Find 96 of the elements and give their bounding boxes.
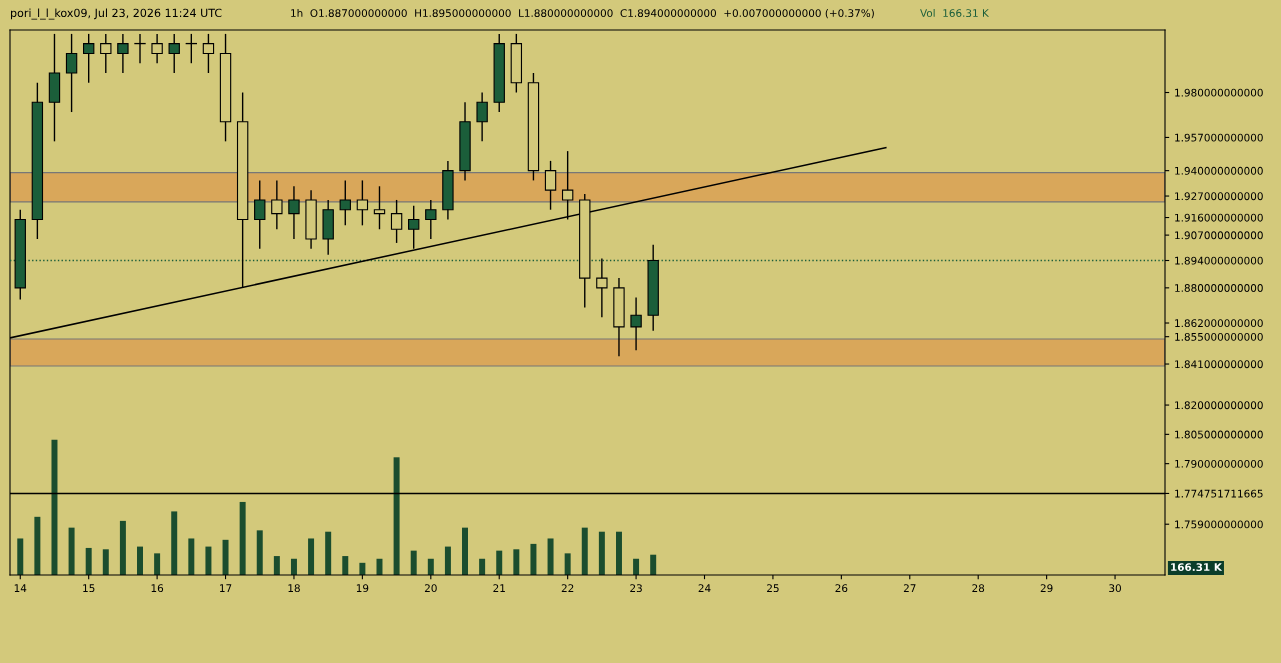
x-tick-label: 25: [767, 584, 779, 593]
bar: [633, 558, 640, 575]
bar: [581, 527, 588, 575]
y-tick-label: 1.980000000000: [1175, 88, 1263, 97]
candlestick: [390, 199, 403, 244]
bar: [359, 562, 366, 575]
bar: [325, 531, 332, 575]
candlestick: [288, 185, 300, 240]
bar: [444, 546, 451, 575]
candlestick: [168, 33, 180, 74]
x-tick-label: 14: [14, 584, 27, 592]
candlestick: [425, 199, 437, 240]
x-tick-label: 30: [1109, 584, 1121, 593]
bar: [222, 539, 229, 575]
y-tick-label: 1.790000000000: [1175, 459, 1263, 468]
y-tick-label: 1.759000000000: [1175, 520, 1263, 529]
bar: [85, 547, 92, 575]
candlestick: [151, 33, 163, 64]
y-tick-label: 1.774751711665: [1175, 489, 1263, 498]
y-tick-label: 1.957000000000: [1175, 133, 1263, 142]
bar: [239, 501, 246, 575]
bar: [205, 546, 212, 575]
bar: [496, 550, 503, 575]
bar: [427, 558, 434, 575]
bar: [615, 531, 622, 575]
candlestick: [100, 33, 112, 74]
candlestick: [373, 185, 386, 230]
bar: [513, 549, 520, 575]
candlestick: [271, 179, 283, 230]
candlestick: [356, 179, 369, 227]
bar: [34, 516, 41, 575]
candlestick: [117, 33, 129, 74]
candlestick: [561, 150, 574, 221]
bar: [68, 527, 75, 575]
candlestick: [83, 33, 95, 84]
y-tick-label: 1.805000000000: [1175, 430, 1263, 439]
bar: [256, 530, 263, 575]
y-tick-label: 1.940000000000: [1175, 166, 1263, 175]
text: 166.31 K: [1171, 563, 1223, 572]
candlestick: [65, 33, 78, 113]
candlestick: [408, 205, 420, 250]
bar: [102, 549, 109, 575]
x-tick-label: 15: [83, 584, 95, 593]
bar: [17, 538, 24, 575]
y-tick-label: 1.855000000000: [1175, 332, 1263, 341]
bar: [462, 527, 469, 575]
y-tick-label: 1.841000000000: [1175, 360, 1263, 369]
candlestick: [254, 179, 266, 250]
x-tick-label: 27: [903, 584, 916, 592]
x-tick-label: 28: [972, 584, 985, 593]
bar: [171, 511, 178, 575]
y-tick-label: 1.862000000000: [1175, 319, 1263, 328]
y-tick-label: 1.820000000000: [1175, 401, 1263, 410]
text: 1h O1.887000000000 H1.895000000000 L1.880000000000 C1.894000000000 +0.007000000000 (+0.37%): [291, 8, 874, 19]
bar: [290, 558, 297, 575]
x-tick-label: 22: [561, 584, 574, 592]
bar: [410, 550, 417, 575]
bar: [308, 538, 315, 575]
text: pori_l_l_kox09, Jul 23, 2026 11:24 UTC: [11, 8, 222, 20]
y-tick-label: 1.916000000000: [1175, 213, 1263, 222]
x-tick-label: 21: [493, 584, 505, 592]
candlestick: [596, 257, 608, 318]
bar: [119, 520, 126, 575]
y-tick-label: 1.894000000000: [1175, 256, 1263, 265]
x-tick-label: 16: [151, 584, 164, 593]
x-tick-label: 29: [1040, 584, 1053, 593]
bar: [479, 558, 486, 575]
x-tick-label: 26: [835, 584, 848, 593]
candlestick: [476, 91, 488, 143]
x-tick-label: 23: [630, 584, 642, 593]
bar: [530, 543, 537, 575]
bar: [273, 556, 280, 575]
candlestick: [202, 33, 215, 74]
bar: [650, 554, 657, 575]
x-tick-label: 19: [356, 584, 369, 593]
text: Vol 166.31 K: [920, 8, 990, 18]
bar: [342, 556, 349, 575]
bar: [51, 439, 58, 575]
x-tick-label: 18: [288, 584, 300, 593]
bar: [393, 457, 400, 575]
bar: [376, 558, 383, 575]
bar: [547, 538, 554, 575]
candlestick: [630, 296, 642, 352]
bar: [598, 531, 605, 575]
y-tick-label: 1.880000000000: [1175, 284, 1263, 292]
candlestick: [544, 160, 557, 211]
bar: [188, 538, 195, 575]
x-tick-label: 17: [220, 584, 232, 592]
bar: [154, 553, 161, 575]
bar: [137, 546, 143, 575]
y-tick-label: 1.927000000000: [1175, 192, 1263, 201]
x-tick-label: 24: [698, 584, 711, 592]
y-tick-label: 1.907000000000: [1175, 231, 1263, 240]
x-tick-label: 20: [424, 584, 437, 593]
candlestick: [339, 179, 351, 227]
bar: [564, 553, 571, 575]
